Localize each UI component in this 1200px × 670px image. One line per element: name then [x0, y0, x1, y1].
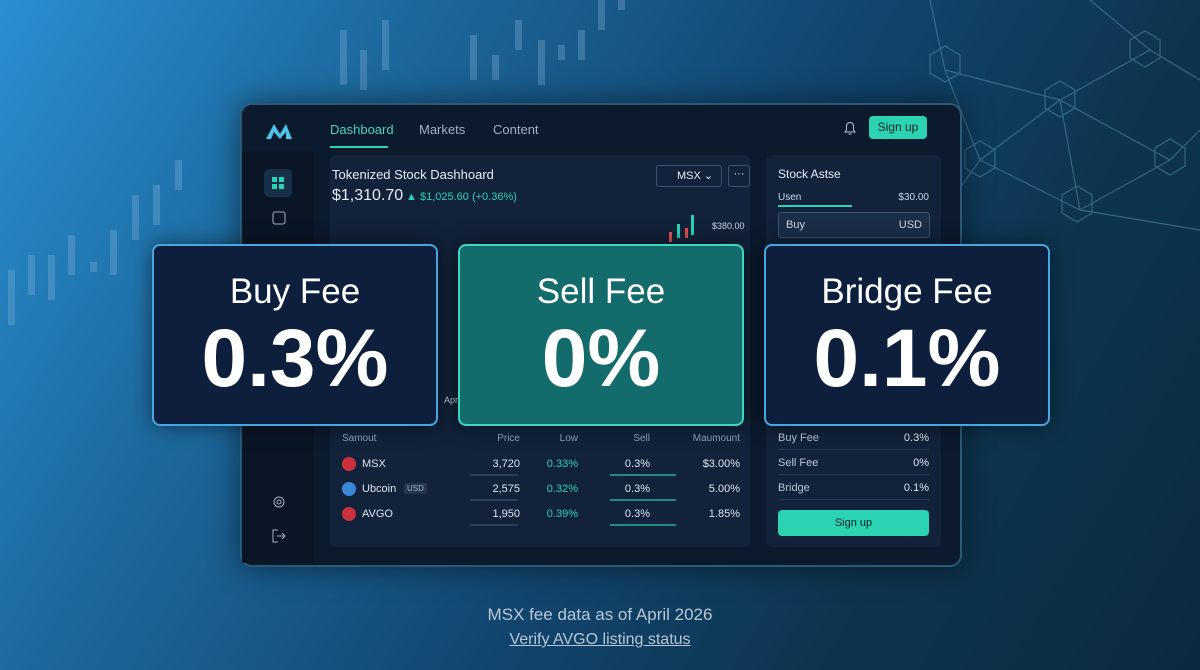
selector-text: MSX [677, 170, 701, 182]
fee-card: Sell Fee 0% [458, 244, 744, 426]
more-button[interactable]: ··· [728, 165, 750, 187]
input-unit: USD [898, 219, 922, 231]
table-header: Low [559, 433, 578, 444]
panel-signup-button[interactable]: Sign up [778, 510, 929, 536]
token-icon [342, 507, 356, 521]
row-bar [610, 474, 676, 476]
dashboard-title: Tokenized Stock Dashhoard [332, 167, 494, 182]
card-value: 0.1% [813, 313, 1001, 404]
table-cell: 0.3% [624, 508, 650, 520]
candles [669, 215, 694, 242]
row-bar [470, 499, 518, 501]
token-icon [342, 482, 356, 496]
x-label: Apr [444, 395, 459, 405]
bell-icon[interactable] [843, 120, 857, 136]
fee-value: 0.1% [903, 482, 929, 494]
table-header: Maumount [692, 433, 740, 444]
token-icon [342, 457, 356, 471]
usd-tag: USD [404, 483, 427, 494]
table-cell: 3,720 [492, 458, 520, 470]
table-cell: 2,575 [492, 483, 520, 495]
nav-tab[interactable]: Content [493, 122, 539, 137]
row-bar [610, 499, 676, 501]
table-header: Price [497, 433, 520, 444]
tab-underline [330, 146, 388, 148]
user-label: Usen [778, 192, 802, 203]
fee-value: 0.3% [903, 432, 929, 444]
token-name: AVGO [362, 508, 393, 520]
card-value: 0.3% [201, 313, 389, 404]
divider [778, 499, 929, 500]
axis-label: $380.00 [712, 221, 745, 231]
table-cell: 5.00% [708, 483, 740, 495]
token-name: Ubcoin [362, 483, 397, 495]
card-label: Sell Fee [536, 272, 666, 311]
user-value: $30.00 [898, 192, 929, 203]
table-cell: $3.00% [702, 458, 740, 470]
fee-label: Sell Fee [778, 457, 819, 469]
fee-card: Bridge Fee 0.1% [764, 244, 1050, 426]
fee-label: Bridge [778, 482, 810, 494]
signup-button[interactable]: Sign up [869, 116, 927, 139]
table-cell: 1.85% [708, 508, 740, 520]
card-label: Bridge Fee [821, 272, 993, 311]
table-cell: 1,950 [492, 508, 520, 520]
progress [778, 205, 852, 207]
nav-tab[interactable]: Markets [419, 122, 466, 137]
table-cell: 0.39% [546, 508, 578, 520]
table-header: Samout [342, 433, 377, 444]
fee-value: 0% [913, 457, 929, 469]
table-cell: 0.3% [624, 483, 650, 495]
table-header: Sell [633, 433, 650, 444]
price-change: ▲ $1,025.60 (+0.36%) [406, 191, 517, 203]
token-name: MSX [362, 458, 386, 470]
change-text: $1,025.60 (+0.36%) [419, 191, 517, 203]
settings-icon[interactable] [271, 494, 287, 510]
sidebar-icon[interactable] [271, 210, 287, 226]
table-cell: 0.3% [624, 458, 650, 470]
footer-link[interactable]: Verify AVGO listing status [509, 631, 691, 648]
divider [778, 449, 929, 450]
row-bar [470, 524, 518, 526]
nav-tab[interactable]: Dashboard [330, 122, 394, 137]
logout-icon[interactable] [271, 528, 287, 544]
row-bar [610, 524, 676, 526]
input-label: Buy [786, 219, 805, 231]
card-value: 0% [541, 313, 661, 404]
buy-input[interactable]: Buy USD [778, 212, 930, 238]
card-label: Buy Fee [229, 272, 361, 311]
logo [266, 124, 292, 139]
price: $1,310.70 [332, 187, 404, 204]
symbol-selector[interactable]: MSX ⌄ [656, 165, 722, 187]
fee-label: Buy Fee [778, 432, 819, 444]
divider [778, 474, 929, 475]
fee-card: Buy Fee 0.3% [152, 244, 438, 426]
table-cell: 0.32% [546, 483, 578, 495]
table-cell: 0.33% [546, 458, 578, 470]
row-bar [470, 474, 518, 476]
token-table: Samout Price Low Sell Maumount MSX 3,720 0.33% 0… [330, 425, 750, 547]
sidebar-icon[interactable] [264, 169, 292, 197]
side-title: Stock Astse [778, 167, 841, 181]
footer-note: MSX fee data as of April 2026 [487, 605, 713, 624]
